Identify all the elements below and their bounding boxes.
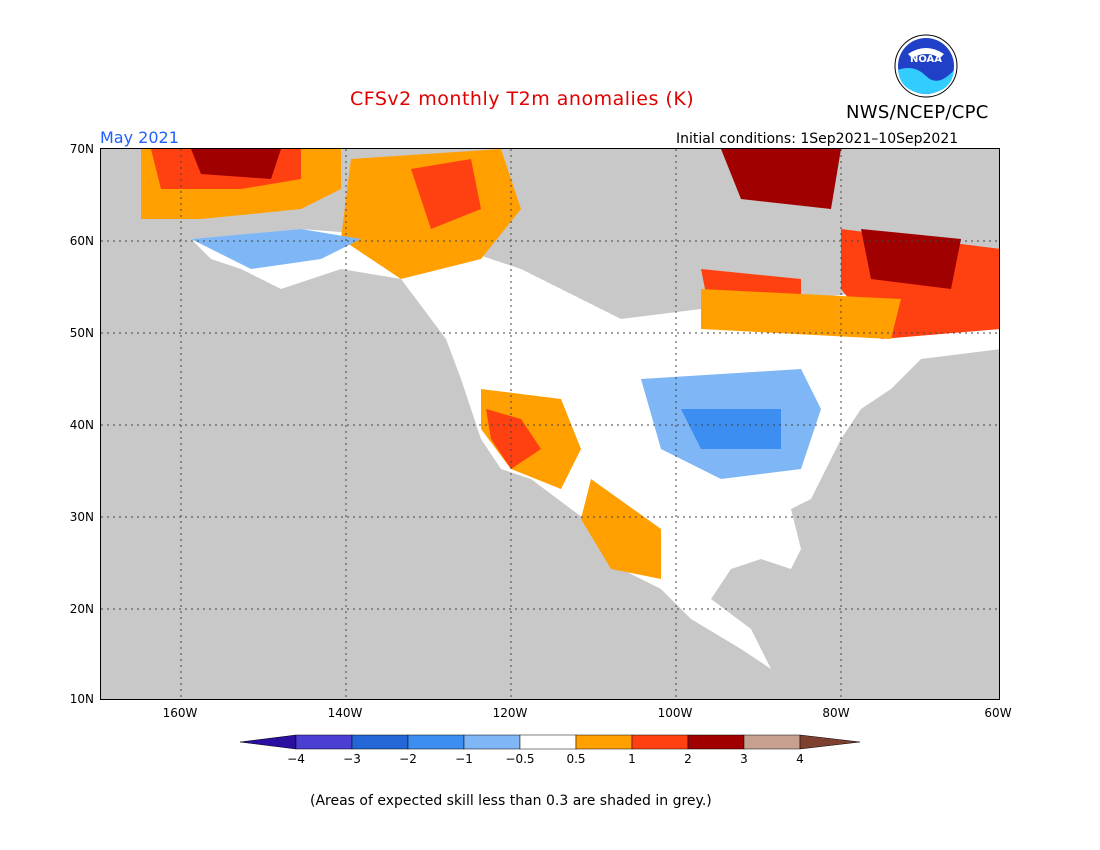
skill-footnote: (Areas of expected skill less than 0.3 a… [310,793,712,809]
land-white [191,229,999,669]
map-canvas [101,149,999,699]
initial-conditions: Initial conditions: 1Sep2021–10Sep2021 [676,131,959,147]
colorbar-tick: −4 [287,752,305,766]
colorbar-tick: −2 [399,752,417,766]
colorbar-tick: −0.5 [505,752,535,766]
lat-label: 30N [69,510,94,524]
colorbar-tick: 4 [796,752,804,766]
colorbar-tick: 0.5 [566,752,586,766]
colorbar-arrow-right [799,734,860,750]
map-title: CFSv2 monthly T2m anomalies (K) [350,88,695,110]
region-california-hot [486,409,541,469]
lon-label: 60W [984,706,1012,720]
colorbar-swatch [351,734,409,750]
region-alaska-strong [191,149,281,179]
region-quebec-warm [701,289,901,339]
region-canada-hot [411,159,481,229]
colorbar-swatch [407,734,465,750]
region-midwest-cool [681,409,781,449]
lat-label: 20N [69,602,94,616]
region-mexico-warm [581,479,661,579]
lat-label: 70N [69,142,94,156]
colorbar-swatch [575,734,633,750]
colorbar-tick: 1 [628,752,636,766]
lat-label: 60N [69,234,94,248]
graticule [101,149,999,699]
colorbar-swatch [463,734,521,750]
agency-label: NWS/NCEP/CPC [846,102,989,123]
colorbar-tick: 2 [684,752,692,766]
colorbar-swatch [687,734,745,750]
lon-label: 80W [822,706,850,720]
colorbar-arrow-left [240,734,297,750]
colorbar [240,734,860,750]
colorbar-tick: 3 [740,752,748,766]
lat-label: 50N [69,326,94,340]
region-alaska-cool [191,229,361,269]
region-labrador-strong [861,229,961,289]
colorbar-swatch [631,734,689,750]
lon-label: 140W [327,706,363,720]
colorbar-tick: −1 [455,752,473,766]
logo-text: NOAA [910,54,942,65]
colorbar-swatch [295,734,353,750]
anomaly-map [100,148,1000,700]
lat-label: 40N [69,418,94,432]
noaa-logo: NOAA [894,34,958,98]
lat-label: 10N [69,692,94,706]
colorbar-tick: −3 [343,752,361,766]
colorbar-swatch [743,734,801,750]
colorbar-swatch [519,734,577,750]
region-greenland-strong [721,149,841,209]
lon-label: 100W [657,706,693,720]
lon-label: 120W [492,706,528,720]
target-month: May 2021 [100,128,179,147]
lon-label: 160W [162,706,198,720]
